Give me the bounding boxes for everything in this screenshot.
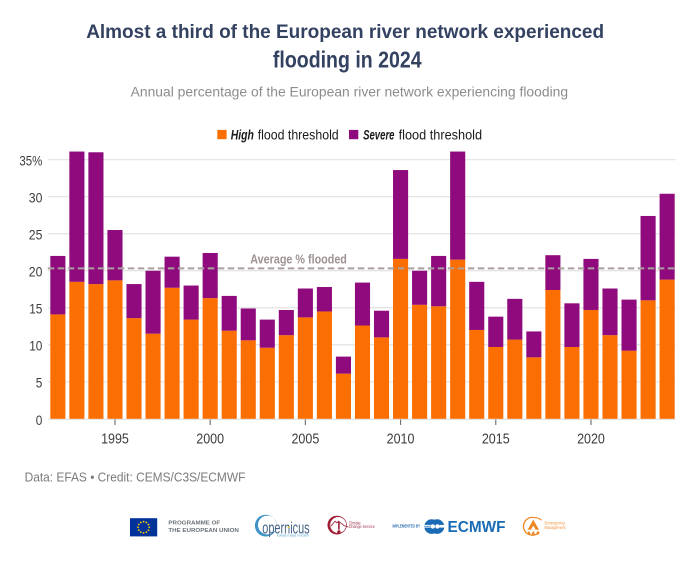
svg-text:opernicus: opernicus [262,520,309,538]
svg-text:2015: 2015 [482,431,510,447]
svg-text:2005: 2005 [291,431,319,447]
svg-text:0: 0 [36,412,43,428]
svg-text:Emergency: Emergency [545,520,566,525]
svg-text:flood threshold: flood threshold [258,128,339,143]
svg-text:30: 30 [29,189,43,205]
svg-text:2000: 2000 [196,431,224,447]
svg-text:Change Service: Change Service [349,524,376,529]
svg-text:15: 15 [29,300,42,316]
svg-text:5: 5 [36,374,43,390]
svg-text:flood threshold: flood threshold [399,128,483,143]
svg-text:10: 10 [29,337,42,353]
svg-text:Almost a third of the European: Almost a third of the European river net… [86,22,604,43]
svg-text:Europe's eyes on Earth: Europe's eyes on Earth [277,534,309,538]
svg-text:High: High [231,128,254,143]
svg-text:35%: 35% [19,152,42,168]
svg-text:Management: Management [545,525,567,530]
svg-text:Annual percentage of the Europ: Annual percentage of the European river … [131,85,568,100]
svg-text:2020: 2020 [577,431,605,447]
svg-text:ECMWF: ECMWF [448,519,506,536]
svg-text:Severe: Severe [363,128,395,143]
svg-text:flooding in 2024: flooding in 2024 [273,46,422,72]
svg-text:PROGRAMME OF: PROGRAMME OF [168,521,220,527]
svg-text:Climate: Climate [349,521,361,526]
svg-text:Average % flooded: Average % flooded [250,252,347,267]
svg-text:THE EUROPEAN UNION: THE EUROPEAN UNION [168,528,239,534]
svg-text:2010: 2010 [387,431,415,447]
svg-text:IMPLEMENTED BY: IMPLEMENTED BY [393,523,421,528]
svg-text:20: 20 [29,263,43,279]
svg-text:Data: EFAS • Credit: CEMS/C3S/: Data: EFAS • Credit: CEMS/C3S/ECMWF [25,470,246,485]
svg-text:1995: 1995 [101,431,129,447]
svg-text:25: 25 [29,226,43,242]
